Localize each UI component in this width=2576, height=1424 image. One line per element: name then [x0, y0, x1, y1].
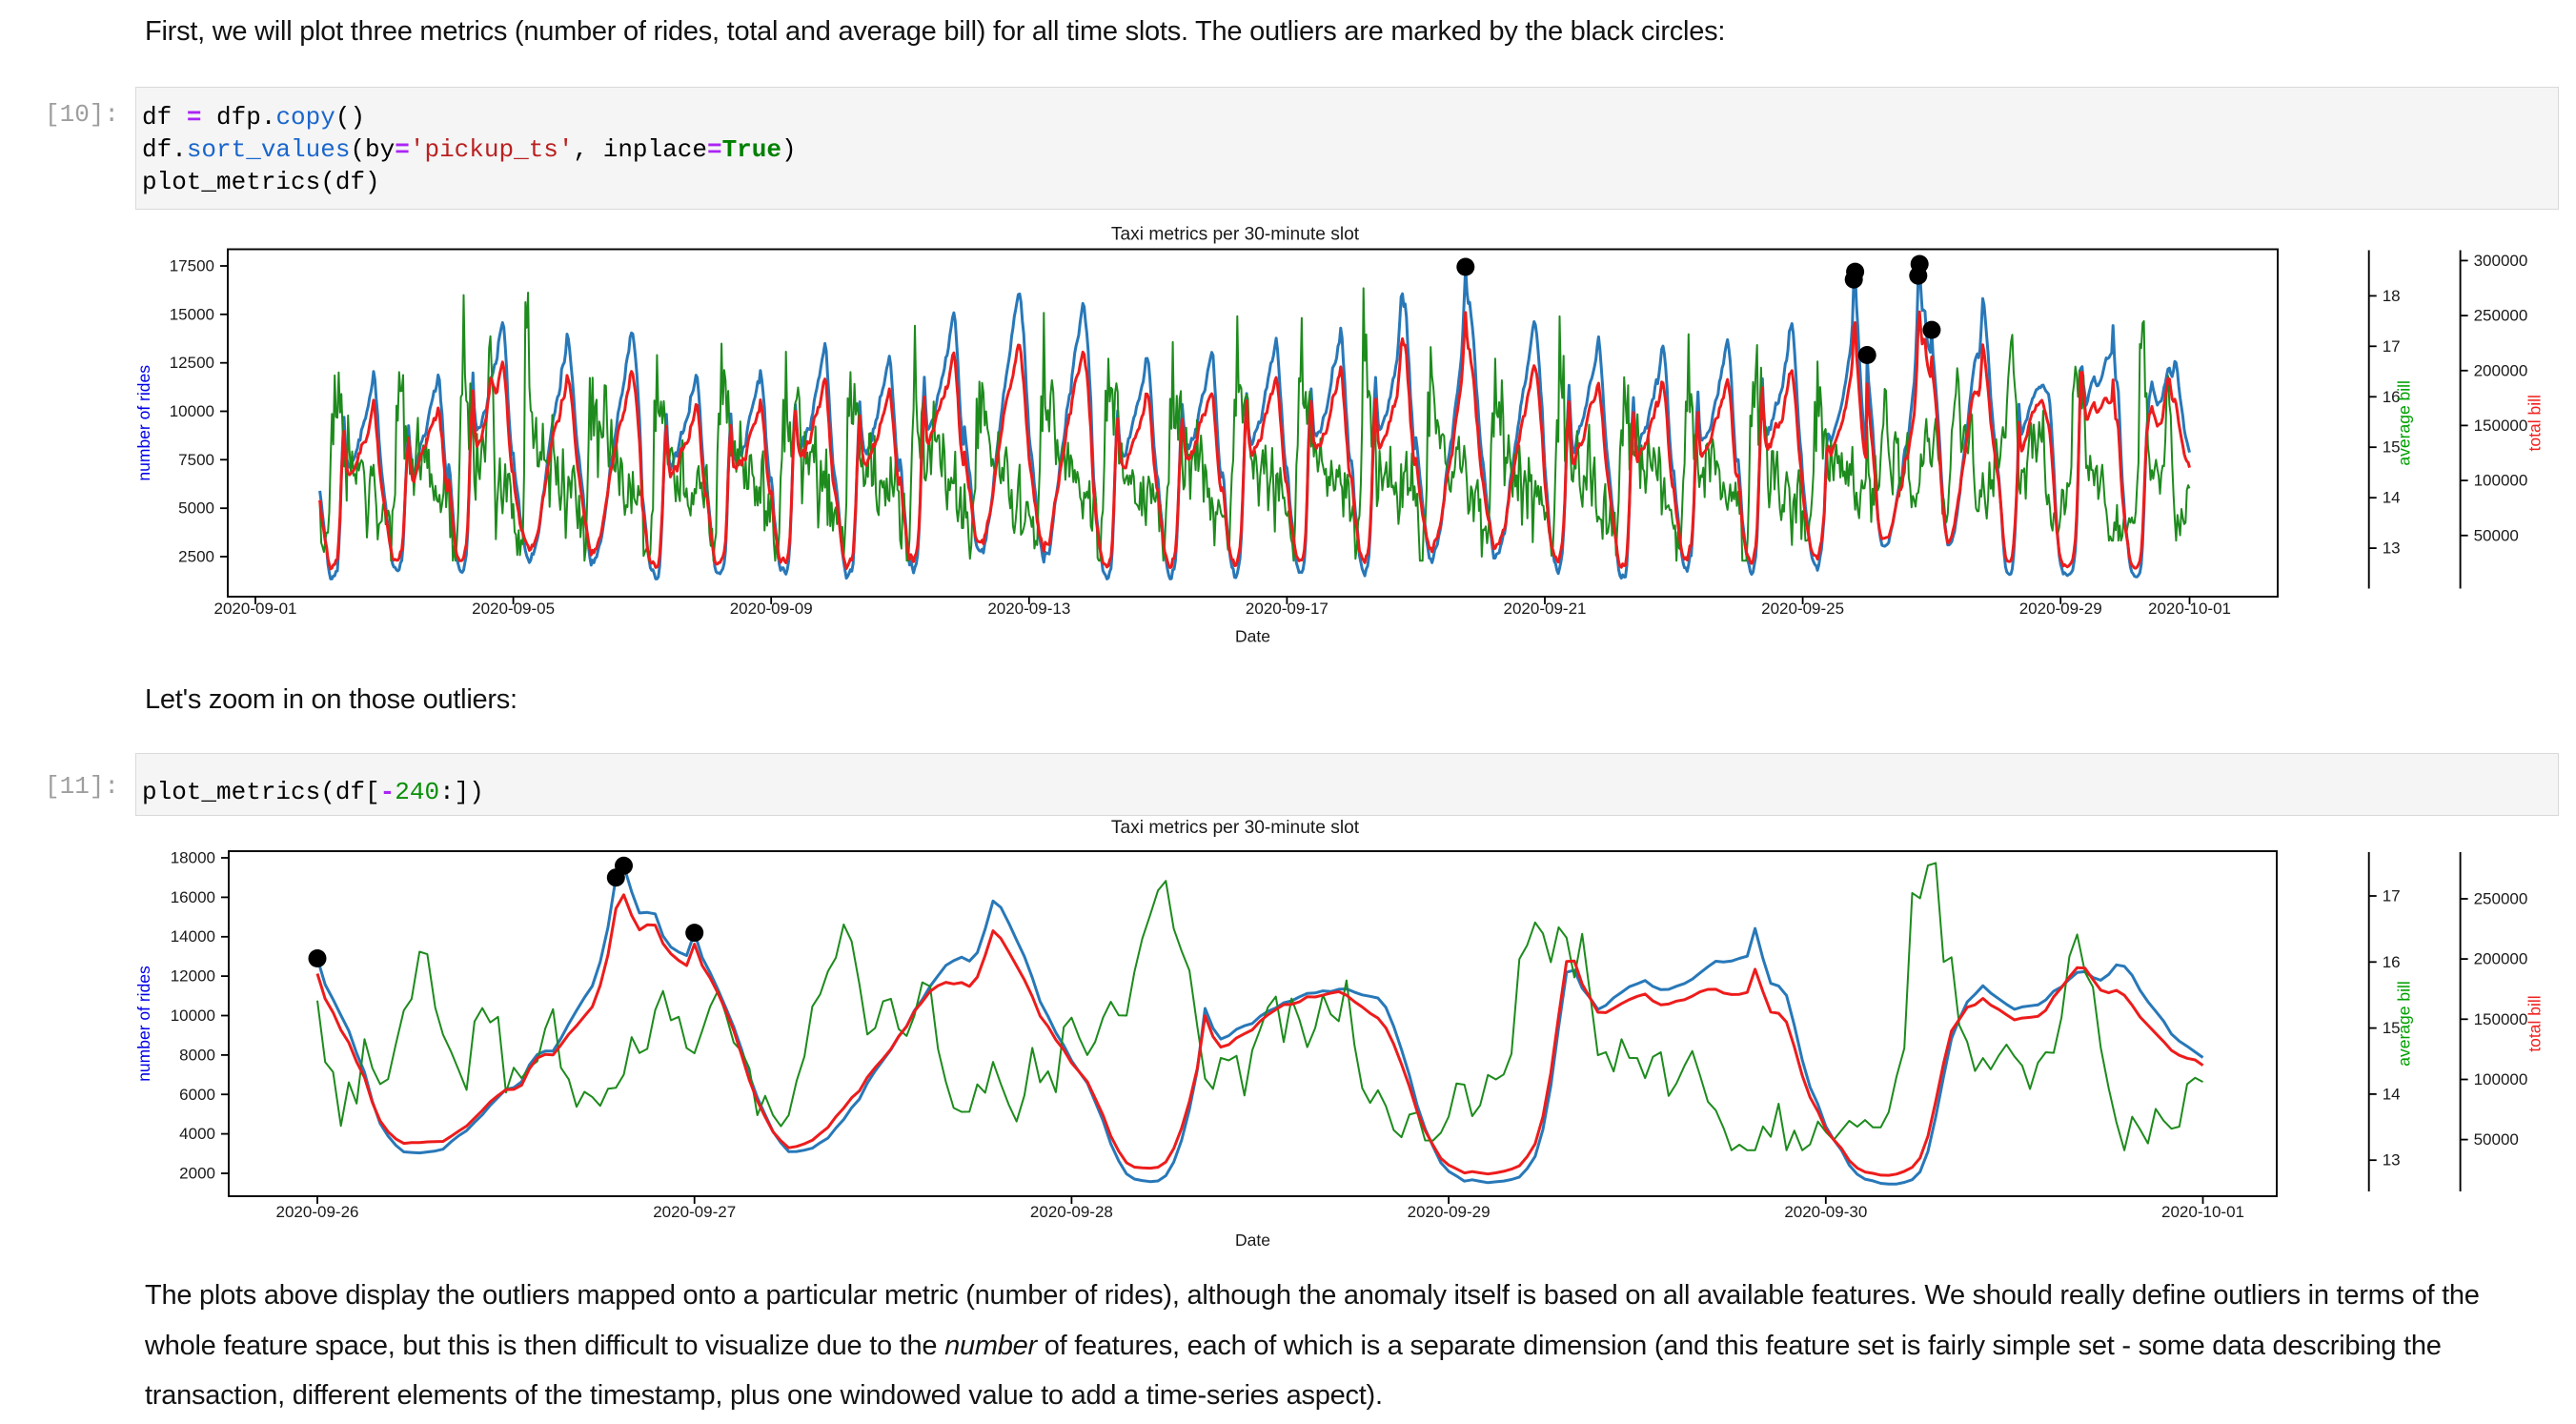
svg-text:50000: 50000	[2474, 1130, 2519, 1149]
svg-text:2020-10-01: 2020-10-01	[2148, 600, 2231, 618]
svg-text:10000: 10000	[170, 402, 214, 420]
svg-text:4000: 4000	[179, 1125, 215, 1143]
svg-text:number of rides: number of rides	[134, 365, 153, 481]
svg-text:17: 17	[2383, 887, 2401, 905]
svg-text:300000: 300000	[2474, 252, 2528, 270]
svg-text:13: 13	[2383, 1151, 2401, 1170]
svg-text:2020-09-21: 2020-09-21	[1504, 600, 1587, 618]
svg-text:16: 16	[2383, 953, 2401, 971]
svg-text:7500: 7500	[178, 451, 214, 469]
svg-text:12500: 12500	[170, 354, 214, 372]
svg-text:100000: 100000	[2474, 1070, 2528, 1088]
svg-text:100000: 100000	[2474, 472, 2528, 490]
svg-text:2020-09-01: 2020-09-01	[214, 600, 297, 618]
svg-text:17: 17	[2383, 337, 2401, 356]
svg-text:total bill: total bill	[2525, 995, 2545, 1051]
svg-text:10000: 10000	[171, 1007, 215, 1025]
svg-text:14: 14	[2383, 1085, 2401, 1103]
svg-text:total bill: total bill	[2525, 395, 2545, 451]
svg-text:14000: 14000	[171, 927, 215, 946]
svg-text:2020-09-13: 2020-09-13	[987, 600, 1070, 618]
svg-text:17500: 17500	[170, 257, 214, 275]
svg-text:6000: 6000	[179, 1086, 215, 1104]
svg-text:2020-09-27: 2020-09-27	[653, 1203, 736, 1221]
svg-text:2020-09-26: 2020-09-26	[276, 1203, 359, 1221]
svg-text:200000: 200000	[2474, 950, 2528, 968]
svg-text:2020-09-25: 2020-09-25	[1761, 600, 1844, 618]
svg-text:250000: 250000	[2474, 890, 2528, 908]
svg-text:18000: 18000	[171, 849, 215, 867]
svg-text:2020-10-01: 2020-10-01	[2161, 1203, 2244, 1221]
svg-text:2500: 2500	[178, 548, 214, 566]
svg-text:14: 14	[2383, 489, 2401, 507]
svg-text:2020-09-05: 2020-09-05	[472, 600, 555, 618]
svg-text:2020-09-28: 2020-09-28	[1030, 1203, 1113, 1221]
svg-text:2020-09-30: 2020-09-30	[1784, 1203, 1867, 1221]
svg-text:Taxi metrics per 30-minute slo: Taxi metrics per 30-minute slot	[1111, 225, 1360, 245]
svg-text:50000: 50000	[2474, 526, 2519, 544]
svg-text:18: 18	[2383, 287, 2401, 305]
svg-text:250000: 250000	[2474, 307, 2528, 325]
svg-text:average bill: average bill	[2395, 380, 2414, 466]
svg-text:200000: 200000	[2474, 361, 2528, 379]
svg-text:15: 15	[2383, 438, 2401, 457]
svg-text:16000: 16000	[171, 888, 215, 906]
svg-text:2020-09-29: 2020-09-29	[2019, 600, 2102, 618]
svg-text:16: 16	[2383, 388, 2401, 406]
svg-text:15000: 15000	[170, 305, 214, 323]
svg-text:average bill: average bill	[2395, 981, 2414, 1067]
svg-text:8000: 8000	[179, 1046, 215, 1064]
svg-text:Date: Date	[1235, 627, 1270, 646]
svg-text:2000: 2000	[179, 1165, 215, 1183]
svg-text:Taxi metrics per 30-minute slo: Taxi metrics per 30-minute slot	[1111, 818, 1360, 838]
svg-text:number of rides: number of rides	[134, 966, 153, 1082]
svg-text:2020-09-09: 2020-09-09	[730, 600, 813, 618]
svg-text:150000: 150000	[2474, 1010, 2528, 1028]
svg-text:12000: 12000	[171, 967, 215, 986]
svg-text:5000: 5000	[178, 499, 214, 518]
svg-text:150000: 150000	[2474, 417, 2528, 435]
svg-text:13: 13	[2383, 539, 2401, 558]
svg-text:2020-09-17: 2020-09-17	[1246, 600, 1329, 618]
svg-text:Date: Date	[1235, 1231, 1270, 1250]
svg-text:2020-09-29: 2020-09-29	[1408, 1203, 1491, 1221]
svg-text:15: 15	[2383, 1019, 2401, 1037]
